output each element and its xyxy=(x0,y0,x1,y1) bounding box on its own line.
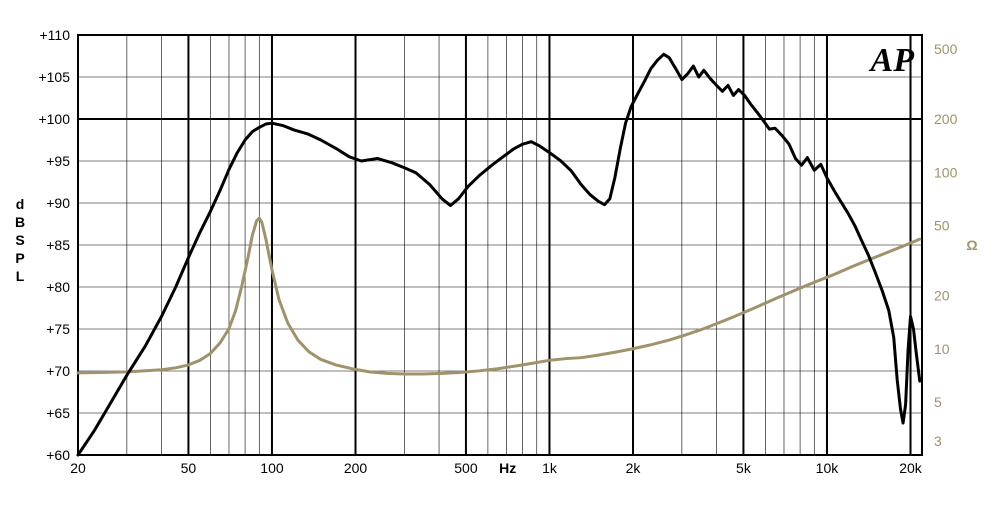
x-tick-label: 50 xyxy=(181,460,197,476)
x-tick-label: 100 xyxy=(260,460,284,476)
x-tick-label: 5k xyxy=(736,460,752,476)
frequency-response-chart: 20 50 100 200 500 1k 2k 5k 10k 20k Hz +60 +65 +70 +75 +… xyxy=(0,0,1000,521)
x-tick-label: 10k xyxy=(816,460,840,476)
x-tick-label: 2k xyxy=(626,460,642,476)
yleft-axis-label-letter: P xyxy=(15,250,24,266)
yright-tick-label: 20 xyxy=(934,288,950,304)
yleft-tick-label: +110 xyxy=(40,27,71,43)
yleft-tick-label: +105 xyxy=(38,69,70,85)
yright-tick-label: 3 xyxy=(934,433,942,449)
yright-tick-label: 200 xyxy=(934,111,958,127)
yright-tick-label: 500 xyxy=(934,41,958,57)
yleft-axis-label-letter: d xyxy=(16,196,25,212)
x-axis-label: Hz xyxy=(499,460,516,476)
yright-axis-label: Ω xyxy=(966,237,977,253)
yleft-axis-label-letter: B xyxy=(15,214,25,230)
yleft-tick-label: +90 xyxy=(46,195,70,211)
yleft-tick-label: +80 xyxy=(46,279,70,295)
yright-tick-label: 100 xyxy=(934,164,958,180)
x-tick-label: 500 xyxy=(454,460,478,476)
yleft-axis-label-letter: L xyxy=(16,268,25,284)
yleft-axis-label-letter: S xyxy=(15,232,24,248)
yleft-tick-label: +60 xyxy=(46,447,70,463)
yleft-tick-label: +100 xyxy=(38,111,70,127)
yright-tick-label: 5 xyxy=(934,394,942,410)
x-tick-label: 20 xyxy=(70,460,86,476)
x-tick-label: 20k xyxy=(899,460,923,476)
yright-tick-label: 50 xyxy=(934,217,950,233)
yleft-tick-label: +75 xyxy=(46,321,70,337)
yleft-tick-label: +65 xyxy=(46,405,70,421)
x-tick-label: 200 xyxy=(344,460,368,476)
yright-tick-label: 10 xyxy=(934,341,950,357)
x-tick-label: 1k xyxy=(542,460,558,476)
yleft-tick-label: +85 xyxy=(46,237,70,253)
yleft-tick-label: +95 xyxy=(46,153,70,169)
chart-container: 20 50 100 200 500 1k 2k 5k 10k 20k Hz +60 +65 +70 +75 +… xyxy=(0,0,1000,521)
ap-logo: AP xyxy=(869,42,915,79)
ap-logo-text: AP xyxy=(869,42,915,79)
yleft-tick-label: +70 xyxy=(46,363,70,379)
